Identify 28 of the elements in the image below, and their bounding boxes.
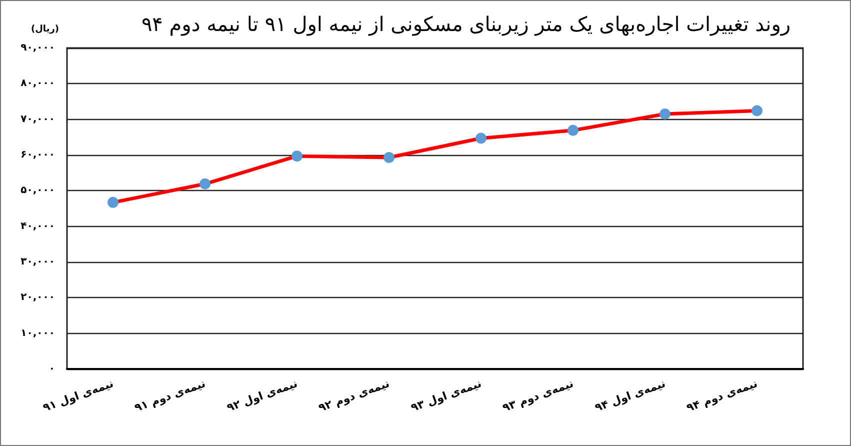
y-axis-title: (ریال) <box>31 24 59 34</box>
x-tick-label: نیمه‌ی اول ۹۴ <box>593 376 668 414</box>
y-tick-label: ۹۰,۰۰۰ <box>20 42 55 54</box>
y-tick-label: ۰ <box>48 364 55 374</box>
x-tick-label: نیمه‌ی اول ۹۲ <box>225 376 300 414</box>
y-tick-label: ۸۰,۰۰۰ <box>20 78 55 90</box>
x-tick-label: نیمه‌ی دوم ۹۳ <box>500 376 576 415</box>
y-tick-label: ۴۰,۰۰۰ <box>20 220 55 232</box>
point <box>752 105 762 116</box>
point <box>568 124 578 136</box>
y-tick-label: ۷۰,۰۰۰ <box>20 114 55 125</box>
x-tick-label: نیمه‌ی دوم ۹۲ <box>316 376 392 415</box>
x-tick-label: نیمه‌ی دوم ۹۱ <box>132 376 208 415</box>
chart-title: روند تغییرات اجاره‌بهای یک متر زیربنای مسکونی از نیمه اول ۹۱ تا نیمه دوم ۹۴ <box>141 12 791 36</box>
y-tick-label: ۱۰,۰۰۰ <box>20 328 55 339</box>
point <box>292 150 302 162</box>
point <box>108 196 118 208</box>
y-tick-label: ۵۰,۰۰۰ <box>20 185 55 196</box>
point <box>384 152 394 163</box>
point <box>660 108 670 120</box>
x-tick-label: نیمه‌ی اول ۹۱ <box>41 376 116 414</box>
y-tick-label: ۲۰,۰۰۰ <box>20 292 55 304</box>
point <box>476 132 486 144</box>
x-tick-label: نیمه‌ی دوم ۹۴ <box>684 376 760 415</box>
y-tick-label: ۶۰,۰۰۰ <box>20 150 55 160</box>
point <box>200 178 210 190</box>
y-tick-label: ۳۰,۰۰۰ <box>20 256 55 268</box>
x-tick-label: نیمه‌ی اول ۹۳ <box>409 376 484 414</box>
